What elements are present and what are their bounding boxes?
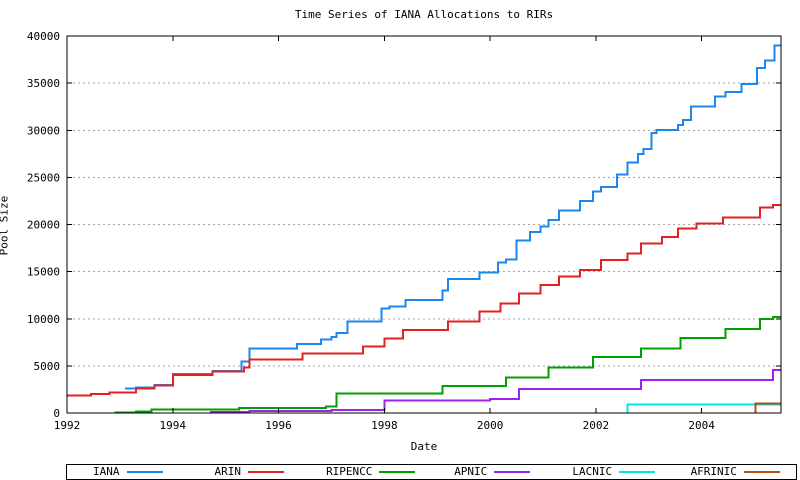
legend-label: ARIN bbox=[214, 465, 242, 478]
legend-line-sample bbox=[379, 471, 416, 473]
legend-item-afrinic: AFRINIC bbox=[675, 465, 797, 479]
legend-line-sample bbox=[248, 471, 284, 473]
legend-item-iana: IANA bbox=[67, 465, 189, 479]
legend-item-apnic: APNIC bbox=[432, 465, 554, 479]
legend-item-arin: ARIN bbox=[189, 465, 311, 479]
legend-line-sample bbox=[619, 471, 656, 473]
series-line-lacnic bbox=[626, 403, 781, 413]
x-tick-label: 1992 bbox=[54, 419, 81, 432]
y-tick-label: 40000 bbox=[27, 30, 60, 43]
y-tick-label: 0 bbox=[53, 407, 60, 420]
y-tick-label: 5000 bbox=[34, 360, 61, 373]
series-line-arin bbox=[67, 204, 781, 397]
y-tick-label: 15000 bbox=[27, 266, 60, 279]
y-tick-label: 25000 bbox=[27, 171, 60, 184]
series-line-apnic bbox=[209, 369, 781, 414]
legend-item-lacnic: LACNIC bbox=[553, 465, 675, 479]
series-line-ripencc bbox=[114, 315, 781, 414]
series-line-iana bbox=[125, 44, 781, 390]
y-tick-label: 10000 bbox=[27, 313, 60, 326]
y-tick-label: 35000 bbox=[27, 77, 60, 90]
y-tick-label: 20000 bbox=[27, 219, 60, 232]
x-tick-label: 1998 bbox=[371, 419, 398, 432]
x-tick-label: 2004 bbox=[688, 419, 715, 432]
legend-label: LACNIC bbox=[572, 465, 613, 478]
legend-label: APNIC bbox=[454, 465, 488, 478]
legend-label: AFRINIC bbox=[690, 465, 737, 478]
x-tick-label: 1996 bbox=[265, 419, 292, 432]
legend-line-sample bbox=[126, 471, 163, 473]
x-tick-label: 2002 bbox=[583, 419, 610, 432]
x-axis-label: Date bbox=[410, 440, 438, 453]
legend-line-sample bbox=[494, 471, 531, 473]
legend-item-ripencc: RIPENCC bbox=[310, 465, 432, 479]
legend-label: IANA bbox=[93, 465, 120, 478]
x-tick-label: 1994 bbox=[160, 419, 187, 432]
legend-label: RIPENCC bbox=[326, 465, 373, 478]
series-line-afrinic bbox=[754, 402, 781, 413]
legend-line-sample bbox=[743, 471, 780, 473]
legend: IANA ARIN RIPENCC APNIC LACNIC AFRINIC bbox=[66, 464, 797, 480]
chart-title: Time Series of IANA Allocations to RIRs bbox=[294, 8, 554, 21]
y-tick-label: 30000 bbox=[27, 124, 60, 137]
x-tick-label: 2000 bbox=[477, 419, 504, 432]
